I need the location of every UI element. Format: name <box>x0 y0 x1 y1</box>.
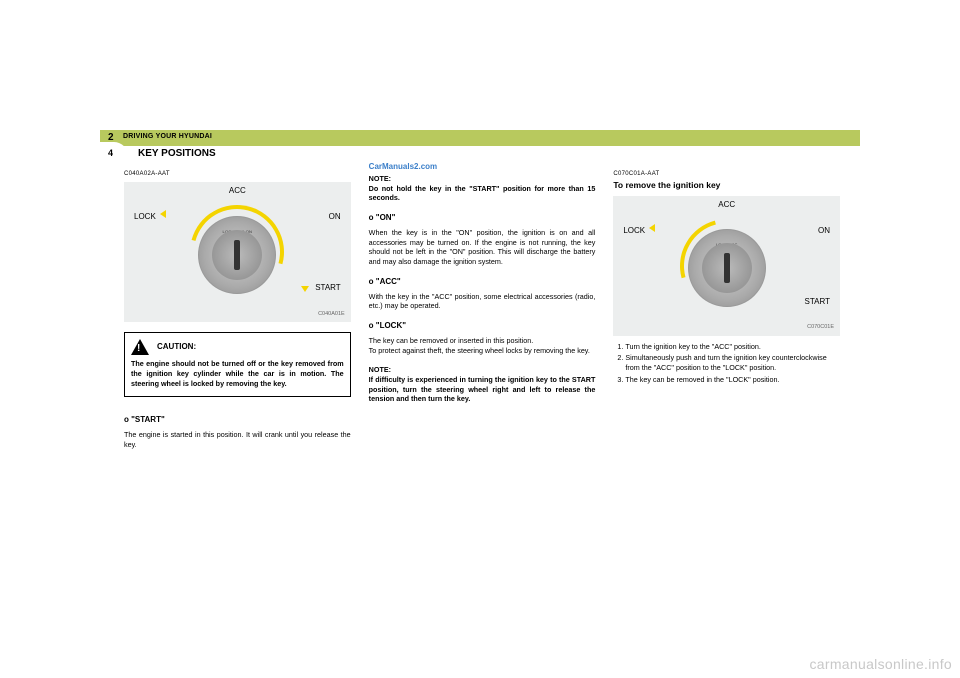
column-1: C040A02A-AAT ACC LOCK ON START LOCK ACC … <box>124 170 351 550</box>
start-body: The engine is started in this position. … <box>124 430 351 449</box>
warning-triangle-icon <box>131 339 149 355</box>
arrow-right-icon <box>301 286 309 292</box>
acc-heading: o "ACC" <box>369 277 596 288</box>
ignition-dial-icon: LOCK ACC ON <box>198 216 276 294</box>
ignition-figure-2: ACC LOCK ON START LOCK ACC C070C01E <box>613 196 840 336</box>
arrow-left-icon <box>160 210 166 218</box>
label-lock: LOCK <box>623 226 645 237</box>
label-acc: ACC <box>229 186 246 197</box>
dial-inner-icon <box>212 230 262 280</box>
dial-inner-icon <box>702 243 752 293</box>
on-body: When the key is in the "ON" position, th… <box>369 228 596 267</box>
chapter-title: DRIVING YOUR HYUNDAI <box>123 133 212 140</box>
caution-title: CAUTION: <box>157 342 196 353</box>
manual-page: 2 DRIVING YOUR HYUNDAI 4 KEY POSITIONS C… <box>100 130 860 560</box>
lock-body-1: The key can be removed or inserted in th… <box>369 336 596 346</box>
label-lock: LOCK <box>134 212 156 223</box>
label-acc: ACC <box>718 200 735 211</box>
key-slot-icon <box>724 253 730 283</box>
note1-body: Do not hold the key in the "START" posit… <box>369 184 596 203</box>
ignition-figure-1: ACC LOCK ON START LOCK ACC ON C040A01E <box>124 182 351 322</box>
ignition-dial-icon: LOCK ACC <box>688 229 766 307</box>
doc-code: C040A02A-AAT <box>124 170 351 178</box>
start-heading: o "START" <box>124 415 351 426</box>
watermark-bottom: carmanualsonline.info <box>810 656 953 672</box>
content-columns: C040A02A-AAT ACC LOCK ON START LOCK ACC … <box>124 170 840 550</box>
column-2: CarManuals2.com NOTE: Do not hold the ke… <box>369 170 596 550</box>
note1-heading: NOTE: <box>369 174 596 184</box>
doc-code: C070C01A-AAT <box>613 170 840 178</box>
lock-heading: o "LOCK" <box>369 321 596 332</box>
note2-heading: NOTE: <box>369 365 596 375</box>
caution-body: The engine should not be turned off or t… <box>131 359 344 388</box>
note2-body: If difficulty is experienced in turning … <box>369 375 596 404</box>
label-on: ON <box>818 226 830 237</box>
figure-id: C070C01E <box>807 324 834 331</box>
column-3: C070C01A-AAT To remove the ignition key … <box>613 170 840 550</box>
label-on: ON <box>329 212 341 223</box>
on-heading: o "ON" <box>369 213 596 224</box>
label-start: START <box>805 297 830 308</box>
chapter-number: 2 <box>108 132 114 143</box>
page-number: 4 <box>108 148 113 158</box>
header-band <box>100 130 860 146</box>
step-1: Turn the ignition key to the "ACC" posit… <box>625 342 840 352</box>
key-slot-icon <box>234 240 240 270</box>
figure-id: C040A01E <box>318 311 345 318</box>
watermark-top: CarManuals2.com <box>369 162 437 173</box>
section-title: KEY POSITIONS <box>138 148 216 159</box>
label-start: START <box>315 283 340 294</box>
step-2: Simultaneously push and turn the ignitio… <box>625 353 840 372</box>
acc-body: With the key in the "ACC" position, some… <box>369 292 596 311</box>
caution-box: CAUTION: The engine should not be turned… <box>124 332 351 397</box>
caution-header: CAUTION: <box>131 339 344 355</box>
removal-steps: Turn the ignition key to the "ACC" posit… <box>613 342 840 385</box>
remove-key-title: To remove the ignition key <box>613 180 840 191</box>
step-3: The key can be removed in the "LOCK" pos… <box>625 375 840 385</box>
lock-body-2: To protect against theft, the steering w… <box>369 346 596 356</box>
arrow-left-icon <box>649 224 655 232</box>
